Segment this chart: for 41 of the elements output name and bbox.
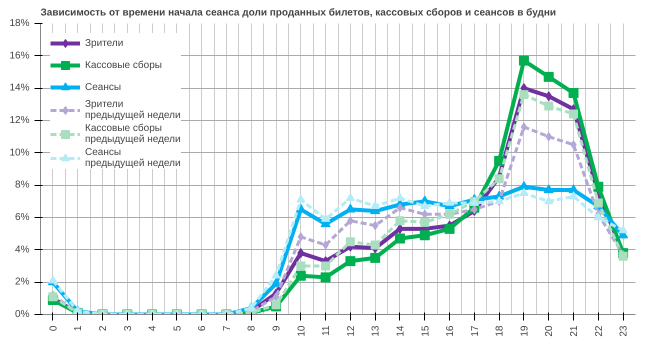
- x-tick-label: 22: [594, 325, 605, 337]
- y-tick-label: 10%: [9, 147, 30, 158]
- x-tick-label: 6: [197, 325, 208, 332]
- x-tick-label: 9: [272, 325, 283, 332]
- legend-label: Зрители предыдущей недели: [85, 99, 181, 121]
- x-tick-label: 1: [73, 325, 84, 332]
- x-tick-label: 11: [321, 325, 332, 336]
- x-tick-label: 10: [296, 325, 308, 337]
- x-tick-label: 13: [370, 325, 382, 337]
- x-tick-label: 2: [98, 325, 109, 332]
- x-tick-label: 20: [544, 325, 556, 337]
- x-tick-label: 19: [519, 325, 530, 337]
- y-tick-label: 12%: [9, 115, 30, 126]
- x-tick-label: 7: [222, 325, 233, 332]
- y-tick-label: 8%: [15, 180, 30, 191]
- x-tick-label: 5: [172, 325, 184, 332]
- x-tick-label: 8: [246, 325, 258, 332]
- x-tick-label: 21: [569, 325, 580, 337]
- y-tick-label: 4%: [15, 244, 30, 256]
- y-tick-label: 18%: [9, 18, 30, 29]
- x-tick-label: 0: [48, 325, 60, 332]
- y-tick-label: 2%: [15, 276, 30, 288]
- legend-label: Сеансы предыдущей недели: [85, 147, 181, 169]
- y-tick-label: 0%: [15, 309, 30, 320]
- x-tick-label: 16: [445, 325, 456, 337]
- x-tick-label: 23: [618, 325, 630, 337]
- x-tick-label: 17: [470, 325, 481, 337]
- x-tick-label: 15: [420, 325, 432, 337]
- chart-title: Зависимость от времени начала сеанса доли проданных билетов, кассовых сборов и сеансов в будни: [40, 8, 556, 18]
- x-tick-label: 14: [395, 325, 406, 337]
- legend-label: Кассовые сборы предыдущей недели: [85, 123, 181, 145]
- y-tick-label: 6%: [15, 212, 30, 223]
- legend-label: Кассовые сборы: [85, 60, 162, 70]
- x-tick-label: 18: [494, 325, 506, 337]
- x-tick-label: 3: [122, 325, 134, 332]
- legend-label: Сеансы: [85, 82, 122, 92]
- x-tick-label: 12: [346, 325, 357, 337]
- y-tick-label: 14%: [9, 82, 30, 94]
- y-tick-label: 16%: [9, 50, 30, 62]
- legend-label: Зрители: [85, 38, 124, 48]
- x-tick-label: 4: [148, 325, 159, 332]
